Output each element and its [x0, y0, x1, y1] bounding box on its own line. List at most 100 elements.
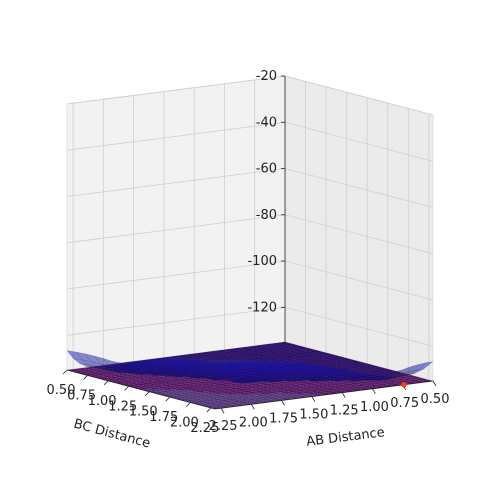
contour-cell [221, 382, 235, 385]
surface-patch [374, 367, 390, 372]
contour-cell [290, 354, 304, 358]
surface-patch [194, 372, 212, 378]
contour-cell [388, 371, 402, 374]
surface-patch [262, 365, 279, 369]
surface-patch [261, 373, 279, 379]
surface-patch [275, 362, 291, 366]
surface-patch [205, 359, 221, 363]
contour-cell [294, 370, 308, 374]
contour-cell [190, 380, 204, 383]
surface-patch [258, 358, 274, 362]
surface-patch [254, 360, 270, 362]
surface-patch [350, 375, 366, 379]
surface-patch [150, 361, 166, 365]
contour-cell [383, 382, 397, 385]
surface-patch [246, 375, 264, 381]
surface-patch [182, 370, 199, 374]
surface-patch [237, 378, 254, 382]
contour-cell [114, 369, 128, 372]
surface-patch [152, 369, 168, 374]
contour-cell [202, 355, 216, 359]
contour-cell [174, 375, 188, 379]
surface-patch [253, 378, 269, 382]
surface-patch [268, 378, 284, 383]
surface-patch [171, 367, 187, 373]
contour-cell [183, 354, 197, 357]
surface-patch [266, 361, 282, 365]
contour-cell [320, 384, 334, 387]
contour-cell [331, 380, 345, 383]
surface-patch [220, 360, 237, 363]
y-tick [186, 402, 191, 407]
contour-cell [354, 371, 368, 374]
surface-patch [171, 361, 187, 365]
contour-cell [147, 369, 161, 372]
surface-patch [292, 371, 310, 376]
contour-cell [171, 366, 185, 369]
contour-cell [325, 373, 339, 376]
surface-patch [365, 368, 381, 373]
surface-patch [295, 375, 312, 379]
contour-cell [198, 385, 212, 388]
contour-cell [228, 356, 242, 359]
surface-patch [261, 355, 277, 360]
contour-cell [142, 373, 156, 377]
contour-cell [277, 342, 291, 345]
contour-cell [276, 375, 290, 378]
surface-patch [155, 366, 171, 371]
contour-cell [237, 386, 251, 389]
surface-patch [75, 351, 92, 362]
contour-cell [140, 376, 154, 379]
surface-patch [233, 352, 250, 356]
contour-cell [334, 384, 348, 387]
surface-patch [283, 372, 299, 376]
contour-cell [207, 363, 221, 366]
surface-patch [161, 368, 177, 372]
surface-patch [273, 358, 289, 363]
surface-patch [170, 374, 187, 378]
contour-cell [203, 374, 217, 377]
contour-cell [364, 374, 378, 377]
surface-patch [267, 371, 286, 376]
surface-patch [240, 360, 256, 365]
contour-cell [178, 358, 192, 362]
contour-cell [286, 365, 300, 369]
contour-cell [220, 351, 234, 354]
contour-cell [271, 392, 285, 395]
contour-cell [190, 386, 204, 389]
surface-patch [163, 358, 180, 362]
surface-patch [158, 370, 175, 375]
contour-cell [251, 353, 265, 356]
contour-cell [278, 379, 292, 382]
surface-patch [211, 367, 227, 372]
x-tick-label: 2.25 [209, 419, 238, 434]
contour-cell [184, 366, 198, 369]
contour-cell [177, 379, 191, 383]
surface-patch [375, 377, 391, 380]
surface-patch [203, 365, 220, 369]
surface-patch [158, 364, 174, 368]
surface-patch [319, 367, 336, 371]
contour-cell [163, 360, 177, 364]
surface-patch [165, 361, 181, 366]
x-tick-label: 0.50 [421, 392, 450, 407]
contour-cell [343, 362, 357, 365]
surface-patch [198, 377, 214, 381]
contour-cell [282, 389, 296, 392]
surface-patch [162, 365, 178, 370]
contour-cell [260, 383, 274, 386]
contour-cell [259, 346, 273, 349]
contour-cell [80, 369, 94, 372]
surface-patch [220, 365, 236, 369]
contour-cell [176, 361, 190, 364]
contour-cell [153, 382, 167, 386]
surface-patch [399, 365, 415, 376]
surface-patch [274, 379, 290, 383]
contour-cell [235, 401, 249, 404]
contour-cell [212, 352, 226, 355]
surface-patch [246, 355, 262, 359]
surface-patch [261, 370, 278, 374]
contour-cell [184, 360, 198, 363]
contour-cell [232, 397, 246, 400]
surface-patch [341, 376, 357, 381]
